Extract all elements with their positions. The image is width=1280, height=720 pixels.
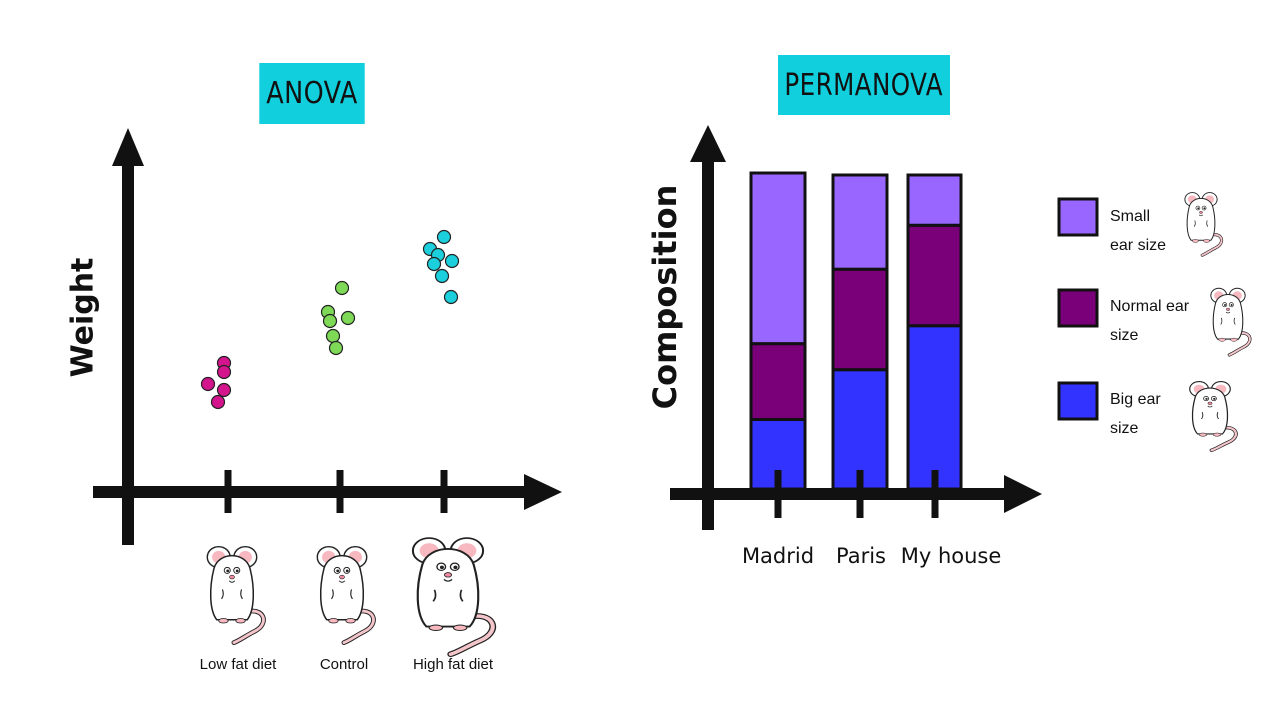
anova-axes bbox=[93, 128, 562, 545]
anova-category-label: High fat diet bbox=[412, 656, 494, 673]
permanova-axes-front bbox=[774, 470, 1042, 518]
bar-segment bbox=[831, 267, 889, 372]
data-point bbox=[328, 340, 344, 356]
data-point bbox=[426, 256, 442, 272]
data-point bbox=[200, 376, 216, 392]
mouse-icon-high-fat bbox=[413, 538, 493, 654]
bar-segment bbox=[749, 342, 807, 421]
data-point bbox=[216, 364, 232, 380]
bar-segment bbox=[906, 223, 963, 328]
mouse-icon-control bbox=[317, 547, 373, 643]
legend-line: Normal ear bbox=[1110, 298, 1190, 315]
permanova-legend bbox=[1057, 197, 1099, 421]
data-point bbox=[443, 289, 459, 305]
anova-title-text: ANOVA bbox=[266, 76, 358, 111]
mouse-icon-normal-ear bbox=[1209, 286, 1252, 357]
legend-swatch bbox=[1057, 288, 1099, 328]
legend-line: size bbox=[1110, 327, 1139, 344]
legend-label-small-ear: Small ear size bbox=[1110, 202, 1166, 260]
bar-segment bbox=[831, 368, 889, 491]
legend-swatch bbox=[1057, 381, 1099, 421]
data-point bbox=[434, 268, 450, 284]
legend-label-big-ear: Big ear size bbox=[1110, 385, 1161, 443]
anova-x-arrow bbox=[524, 474, 562, 510]
legend-line: size bbox=[1110, 420, 1139, 437]
bar-segment bbox=[906, 324, 963, 491]
permanova-title: PERMANOVA bbox=[778, 55, 950, 115]
anova-category-label: Low fat diet bbox=[199, 656, 277, 673]
bar-segment bbox=[831, 173, 889, 271]
data-point bbox=[444, 253, 460, 269]
permanova-y-arrow bbox=[690, 125, 726, 162]
legend-label-normal-ear: Normal ear size bbox=[1110, 292, 1189, 350]
anova-title: ANOVA bbox=[259, 63, 365, 124]
data-point bbox=[322, 313, 338, 329]
anova-points bbox=[200, 229, 460, 410]
permanova-category-label: Madrid bbox=[741, 544, 815, 568]
permanova-x-arrow bbox=[1004, 475, 1042, 513]
data-point bbox=[436, 229, 452, 245]
data-point bbox=[334, 280, 350, 296]
permanova-category-label: My house bbox=[900, 544, 1002, 568]
legend-line: Small bbox=[1110, 208, 1151, 225]
legend-line: ear size bbox=[1110, 237, 1167, 254]
permanova-title-text: PERMANOVA bbox=[784, 67, 944, 103]
data-point bbox=[210, 394, 226, 410]
legend-swatch bbox=[1057, 197, 1099, 237]
permanova-category-label: Paris bbox=[836, 544, 886, 568]
permanova-bars bbox=[749, 171, 963, 491]
data-point bbox=[325, 328, 341, 344]
anova-category-label: Control bbox=[319, 656, 369, 673]
bar-segment bbox=[906, 173, 963, 227]
anova-y-arrow bbox=[112, 128, 144, 166]
bar-segment bbox=[749, 171, 807, 346]
data-point bbox=[340, 310, 356, 326]
mouse-icon-small-ear bbox=[1183, 190, 1224, 257]
data-point bbox=[216, 382, 232, 398]
mouse-icon-big-ear bbox=[1187, 379, 1238, 453]
permanova-axes bbox=[670, 125, 1008, 530]
legend-line: Big ear bbox=[1110, 391, 1161, 408]
mouse-icon-low-fat bbox=[207, 547, 263, 643]
